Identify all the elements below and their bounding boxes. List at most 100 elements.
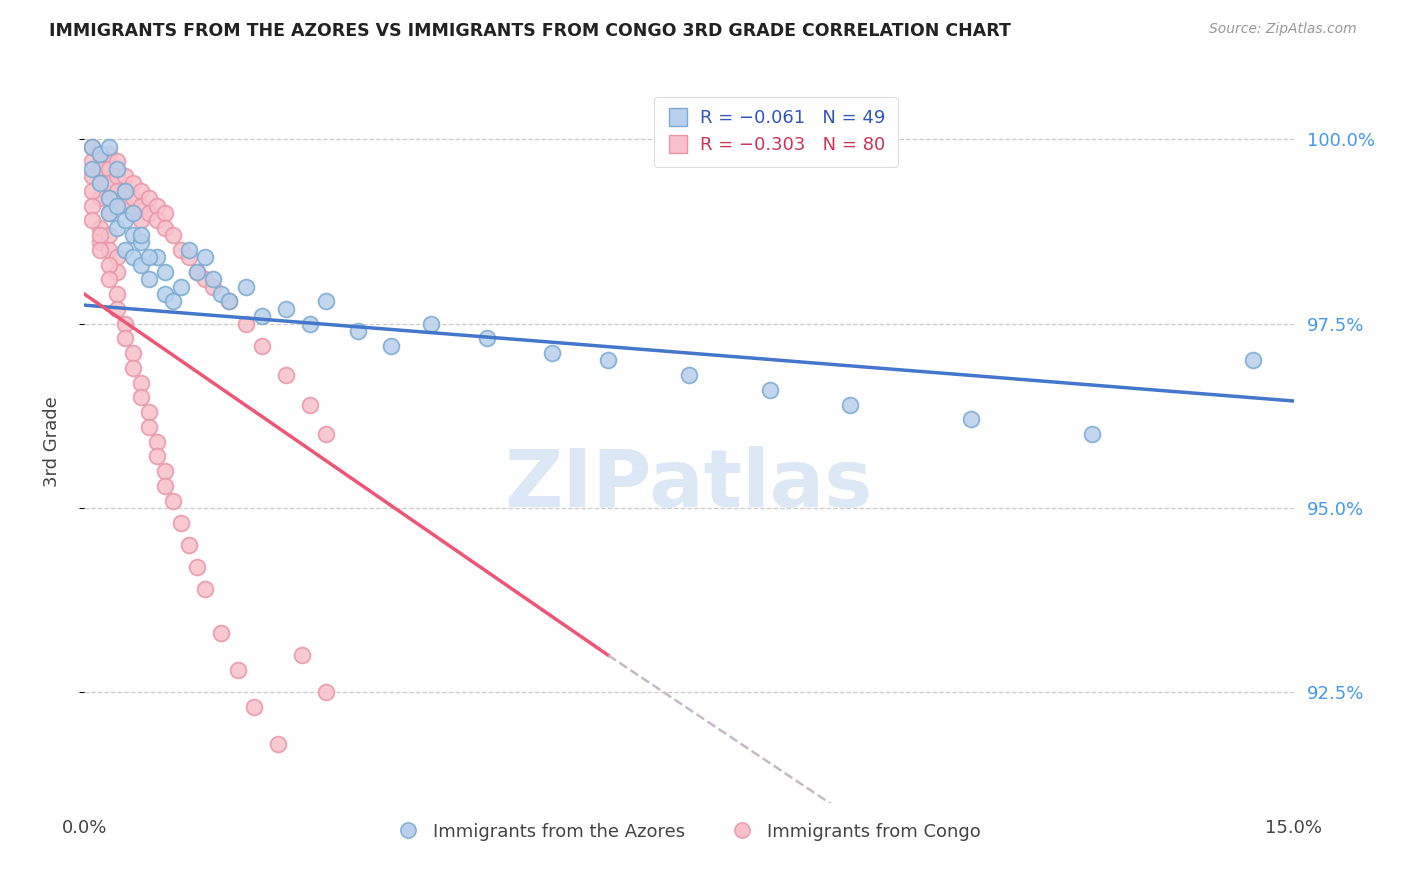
Point	[97, 177, 120, 191]
Point	[105, 287, 128, 301]
Point	[138, 272, 160, 286]
Point	[105, 184, 128, 198]
Point	[179, 243, 201, 257]
Point	[97, 161, 120, 176]
Point	[146, 213, 169, 227]
Point	[1081, 427, 1104, 442]
Point	[114, 331, 136, 345]
Point	[82, 184, 104, 198]
Point	[121, 206, 143, 220]
Point	[153, 206, 176, 220]
Point	[226, 663, 249, 677]
Point	[162, 493, 184, 508]
Point	[138, 250, 160, 264]
Point	[194, 250, 217, 264]
Point	[347, 324, 370, 338]
Point	[89, 147, 111, 161]
Point	[82, 154, 104, 169]
Point	[274, 301, 297, 316]
Point	[121, 206, 143, 220]
Point	[105, 220, 128, 235]
Point	[105, 154, 128, 169]
Point	[186, 265, 208, 279]
Point	[114, 243, 136, 257]
Point	[129, 199, 152, 213]
Point	[138, 206, 160, 220]
Point	[179, 250, 201, 264]
Point	[315, 294, 337, 309]
Point	[299, 398, 322, 412]
Point	[194, 272, 217, 286]
Point	[82, 161, 104, 176]
Point	[129, 390, 152, 404]
Point	[89, 177, 111, 191]
Point	[89, 235, 111, 250]
Point	[477, 331, 499, 345]
Point	[758, 383, 780, 397]
Point	[146, 434, 169, 449]
Point	[420, 317, 443, 331]
Point	[129, 376, 152, 390]
Point	[153, 265, 176, 279]
Point	[170, 243, 193, 257]
Point	[162, 228, 184, 243]
Point	[97, 206, 120, 220]
Point	[121, 346, 143, 360]
Point	[186, 265, 208, 279]
Point	[97, 191, 120, 205]
Point	[114, 184, 136, 198]
Point	[541, 346, 564, 360]
Y-axis label: 3rd Grade: 3rd Grade	[42, 396, 60, 487]
Point	[97, 147, 120, 161]
Point	[291, 648, 314, 663]
Point	[89, 147, 111, 161]
Point	[170, 516, 193, 530]
Point	[82, 169, 104, 183]
Point	[250, 309, 273, 323]
Point	[105, 265, 128, 279]
Text: Source: ZipAtlas.com: Source: ZipAtlas.com	[1209, 22, 1357, 37]
Point	[235, 317, 257, 331]
Point	[146, 199, 169, 213]
Point	[121, 177, 143, 191]
Point	[129, 228, 152, 243]
Point	[179, 538, 201, 552]
Legend: Immigrants from the Azores, Immigrants from Congo: Immigrants from the Azores, Immigrants f…	[389, 815, 988, 848]
Point	[89, 177, 111, 191]
Point	[121, 191, 143, 205]
Point	[121, 250, 143, 264]
Point	[153, 287, 176, 301]
Point	[105, 301, 128, 316]
Point	[315, 685, 337, 699]
Point	[114, 199, 136, 213]
Point	[89, 220, 111, 235]
Point	[129, 258, 152, 272]
Point	[121, 228, 143, 243]
Point	[678, 368, 700, 383]
Point	[97, 139, 120, 153]
Point	[153, 464, 176, 478]
Point	[114, 169, 136, 183]
Point	[1241, 353, 1264, 368]
Point	[138, 191, 160, 205]
Point	[105, 161, 128, 176]
Point	[97, 191, 120, 205]
Point	[129, 235, 152, 250]
Point	[194, 582, 217, 596]
Point	[202, 272, 225, 286]
Point	[97, 243, 120, 257]
Point	[138, 419, 160, 434]
Text: ZIPatlas: ZIPatlas	[505, 446, 873, 524]
Point	[105, 199, 128, 213]
Point	[186, 560, 208, 574]
Point	[202, 279, 225, 293]
Point	[598, 353, 620, 368]
Point	[170, 279, 193, 293]
Point	[121, 360, 143, 375]
Point	[82, 213, 104, 227]
Point	[209, 287, 232, 301]
Point	[315, 427, 337, 442]
Point	[114, 317, 136, 331]
Point	[105, 250, 128, 264]
Point	[242, 700, 264, 714]
